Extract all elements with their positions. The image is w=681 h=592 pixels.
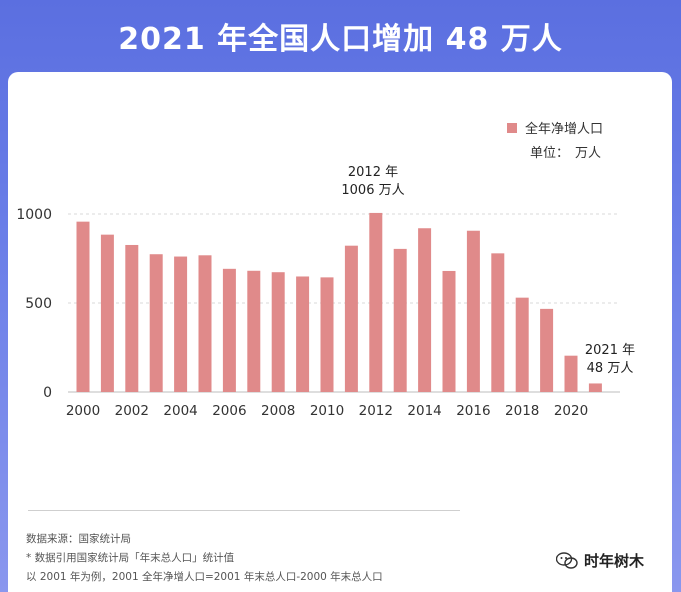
bar-2000	[76, 221, 90, 392]
bar-2013	[393, 248, 407, 392]
bar-2020	[564, 355, 578, 392]
footnote-2: 以 2001 年为例，2001 全年净增人口=2001 年末总人口-2000 年…	[26, 571, 383, 583]
x-tick-label: 2016	[456, 403, 490, 419]
x-tick-label: 2014	[407, 403, 441, 419]
x-tick-label: 2000	[66, 403, 100, 419]
annotation-peak-value: 1006 万人	[341, 183, 405, 198]
bar-2010	[320, 277, 334, 392]
chart-legend: 全年净增人口	[507, 118, 603, 137]
x-tick-label: 2002	[115, 403, 149, 419]
y-tick-label: 1000	[16, 207, 52, 223]
bar-2017	[491, 253, 505, 392]
divider	[28, 510, 460, 511]
bar-2005	[198, 255, 212, 392]
bar-2021	[588, 383, 602, 392]
x-tick-label: 2018	[505, 403, 539, 419]
y-tick-label: 0	[43, 385, 52, 401]
unit-label: 单位： 万人	[530, 142, 607, 161]
annotation-last-year: 2021 年	[584, 343, 636, 358]
source-note: 数据来源：国家统计局	[26, 533, 131, 545]
footnotes: 数据来源：国家统计局 * 数据引用国家统计局「年末总人口」统计值 以 2001 …	[26, 530, 383, 587]
bar-2015	[442, 270, 456, 392]
annotation-last-value: 48 万人	[586, 361, 634, 376]
legend-swatch	[507, 122, 517, 133]
legend-label: 全年净增人口	[525, 122, 604, 137]
bar-2004	[174, 256, 188, 392]
chart-card: 0 500 1000 2000 2002 2004 2006 2008 2010 2012 2014…	[8, 72, 672, 592]
unit-prefix: 单位：	[530, 146, 570, 161]
footnote-1: * 数据引用国家统计局「年末总人口」统计值	[26, 552, 235, 564]
brand-name: 时年树木	[584, 552, 645, 570]
annotation-peak: 2012 年 1006 万人	[333, 164, 413, 200]
bar-chart: 0 500 1000 2000 2002 2004 2006 2008 2010 2012 2014…	[16, 207, 620, 419]
y-tick-label: 500	[25, 296, 52, 312]
bar-2002	[125, 244, 139, 392]
annotation-last: 2021 年 48 万人	[580, 342, 640, 378]
wechat-icon	[556, 551, 578, 569]
x-tick-label: 2006	[212, 403, 246, 419]
bar-2008	[271, 272, 285, 392]
bar-2016	[466, 230, 480, 392]
bar-2018	[515, 297, 529, 392]
bar-2001	[100, 234, 114, 392]
bar-2014	[418, 228, 432, 392]
x-tick-label: 2010	[310, 403, 344, 419]
bar-2006	[222, 268, 236, 392]
bar-2007	[247, 270, 261, 392]
x-tick-label: 2008	[261, 403, 295, 419]
page-header: 2021 年全国人口增加 48 万人	[0, 0, 681, 72]
unit-value: 万人	[575, 146, 602, 161]
brand: 时年树木	[556, 550, 644, 571]
bar-2012	[369, 212, 383, 392]
annotation-peak-year: 2012 年	[347, 165, 399, 180]
bar-2003	[149, 254, 163, 392]
bar-2019	[540, 308, 554, 392]
x-tick-label: 2012	[359, 403, 393, 419]
page-title: 2021 年全国人口增加 48 万人	[118, 22, 563, 57]
bar-2009	[296, 276, 310, 392]
x-tick-label: 2004	[163, 403, 197, 419]
bar-2011	[344, 245, 358, 392]
x-tick-label: 2020	[554, 403, 588, 419]
